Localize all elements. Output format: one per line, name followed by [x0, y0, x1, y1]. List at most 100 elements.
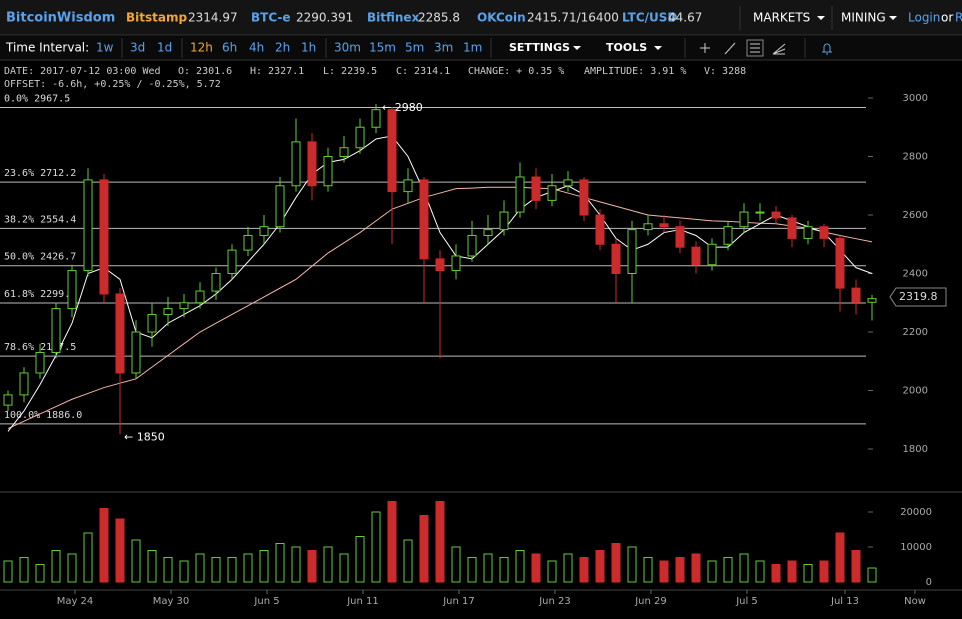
interval-button[interactable]: 12h: [190, 41, 213, 55]
info-item: L: 2239.5: [323, 66, 377, 77]
candle-body: [771, 211, 781, 219]
interval-button[interactable]: 30m: [334, 41, 361, 55]
candle-body: [675, 226, 685, 248]
fib-tool[interactable]: [746, 39, 764, 57]
candle-body: [3, 394, 13, 406]
candle-body: [387, 109, 397, 193]
volume-bar: [51, 550, 61, 583]
interval-button[interactable]: 1d: [157, 41, 172, 55]
candle-body: [563, 179, 573, 187]
candle-body: [259, 226, 269, 236]
info-item: H: 2327.1: [250, 66, 304, 77]
interval-button[interactable]: 4h: [249, 41, 264, 55]
candle-body: [419, 179, 429, 260]
caret: [817, 16, 825, 20]
info: DATE: 2017-07-12 03:00 Wed O: 2301.6 H: 23…: [4, 66, 746, 77]
candle-body: [659, 223, 669, 228]
settings-menu[interactable]: SETTINGS: [509, 41, 570, 54]
candle-body: [83, 179, 93, 272]
ticker-name[interactable]: OKCoin: [477, 11, 526, 25]
interval-button[interactable]: 5m: [405, 41, 424, 55]
candle-body: [787, 217, 797, 239]
fan-tool[interactable]: [772, 43, 786, 55]
x-tick-label: Jun 23: [538, 596, 571, 607]
menu[interactable]: MINING: [841, 11, 886, 25]
volume-bar: [851, 550, 861, 583]
volume-bar: [723, 557, 733, 583]
x-tick-label: Jul 13: [830, 596, 859, 607]
login-link[interactable]: Login: [908, 11, 940, 25]
volume-bar: [579, 557, 589, 583]
y-tick-label: 2800: [903, 152, 928, 163]
candle-body: [547, 185, 557, 201]
volume-bar: [435, 501, 445, 583]
interval-button[interactable]: 1w: [96, 41, 114, 55]
interval-button[interactable]: 6h: [222, 41, 237, 55]
candle-body: [131, 331, 141, 374]
interval-button[interactable]: 1h: [301, 41, 316, 55]
interval-button[interactable]: 15m: [369, 41, 396, 55]
brand[interactable]: BitcoinWisdom: [6, 11, 115, 26]
candle-body: [435, 258, 445, 272]
candle-body: [307, 141, 317, 187]
interval-button[interactable]: 3m: [434, 41, 453, 55]
candle-body: [531, 176, 541, 201]
volume-bar: [771, 564, 781, 583]
ticker-name[interactable]: BTC-e: [251, 11, 291, 25]
line-tool[interactable]: [724, 42, 736, 55]
volume-bar: [371, 511, 381, 583]
price-tag-label: 2319.8: [899, 290, 938, 303]
ticker-price: 2285.8: [418, 11, 460, 25]
candle-body: [867, 298, 877, 303]
info-item: C: 2314.1: [396, 66, 450, 77]
volume-bar: [35, 564, 45, 583]
candle-body: [499, 211, 509, 231]
interval-button[interactable]: 2h: [275, 41, 290, 55]
caret: [654, 46, 662, 50]
volume-bar: [835, 532, 845, 583]
crosshair-tool[interactable]: [700, 43, 710, 53]
ticker-price: 2290.391: [296, 11, 353, 25]
plot: 1800 2000 2200 2400 2600 2800 3000 0 10000 20000 0…: [0, 93, 947, 607]
register-link[interactable]: R: [955, 11, 962, 25]
candle-body: [115, 293, 125, 374]
interval-button[interactable]: 3d: [130, 41, 145, 55]
x-tick-label: May 30: [153, 596, 190, 607]
candle-body: [163, 308, 173, 315]
ticker-name[interactable]: Bitstamp: [126, 11, 187, 25]
volume-bar: [131, 539, 141, 583]
candle-body: [19, 372, 29, 396]
offset-info: OFFSET: -6.6h, +0.25% / -0.25%, 5.72: [4, 79, 221, 90]
volume-bar: [115, 518, 125, 583]
volume-bar: [3, 560, 13, 583]
ticker-name[interactable]: LTC/USD: [622, 11, 677, 25]
candle-body: [51, 308, 61, 353]
volume-bar: [819, 560, 829, 583]
ticker-price: 2415.71/16400: [527, 11, 619, 25]
x-tick-label: Jun 11: [346, 596, 379, 607]
candle-body: [835, 237, 845, 289]
x-tick-label: Now: [904, 596, 926, 607]
tickers: Bitstamp 2314.97 BTC-e 2290.391 Bitfinex2285…: [126, 11, 702, 25]
candle-body: [195, 290, 205, 304]
volume-bar: [803, 564, 813, 583]
volume-bar: [547, 560, 557, 583]
volume-bar: [467, 557, 477, 583]
info-item: O: 2301.6: [178, 66, 232, 77]
candle-body: [275, 185, 285, 228]
interval-button[interactable]: 1m: [463, 41, 482, 55]
volume-bar: [499, 557, 509, 583]
ticker-name[interactable]: Bitfinex: [367, 11, 420, 25]
volume-bar: [531, 553, 541, 583]
candle-body: [147, 313, 157, 333]
toolbar: [0, 36, 962, 60]
fib-label: 50.0% 2426.7: [4, 252, 76, 263]
tools-menu[interactable]: TOOLS: [606, 41, 647, 54]
info-item: DATE: 2017-07-12 03:00 Wed: [4, 66, 161, 77]
alert-tool[interactable]: [822, 43, 832, 55]
candle-body: [483, 229, 493, 236]
interval-label: Time Interval:: [5, 41, 89, 55]
menu[interactable]: MARKETS: [753, 11, 810, 25]
